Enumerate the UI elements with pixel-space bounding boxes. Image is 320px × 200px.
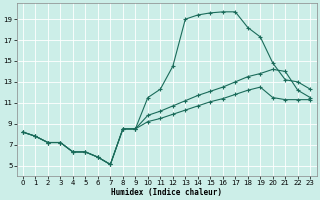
X-axis label: Humidex (Indice chaleur): Humidex (Indice chaleur) — [111, 188, 222, 197]
